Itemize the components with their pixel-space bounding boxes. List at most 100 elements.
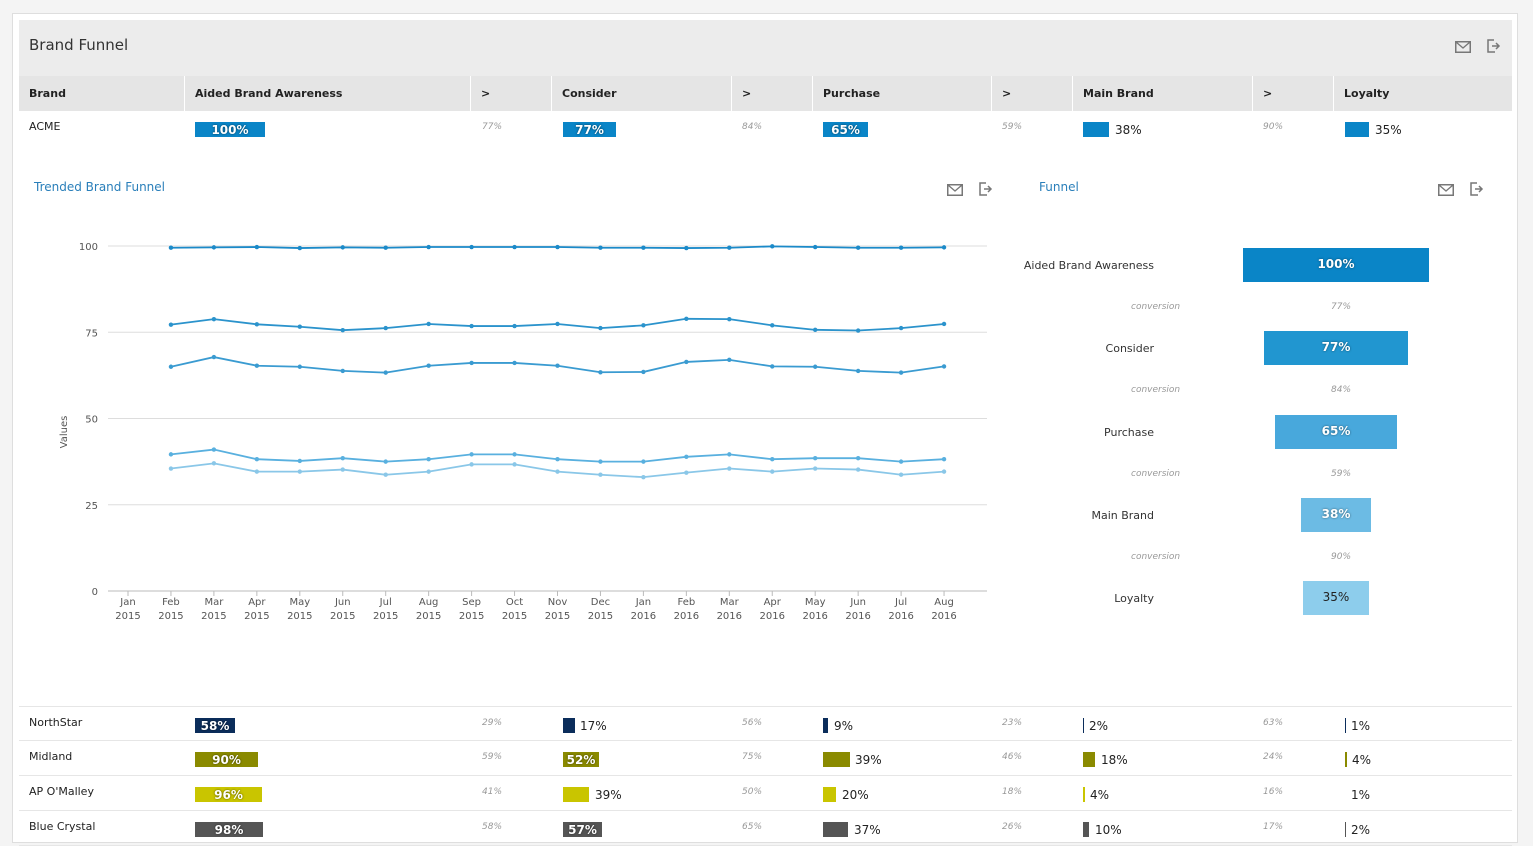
x-tick-label: Feb bbox=[162, 597, 180, 608]
y-tick-label: 100 bbox=[79, 242, 98, 253]
conversion-value: 29% bbox=[482, 718, 503, 728]
data-point bbox=[512, 462, 517, 467]
data-point bbox=[211, 245, 217, 250]
data-point bbox=[813, 455, 818, 461]
col-consider[interactable]: Consider bbox=[552, 76, 732, 111]
loyalty-bar: 4% bbox=[1345, 752, 1371, 767]
data-point bbox=[469, 452, 474, 457]
purchase-bar: 9% bbox=[823, 718, 853, 733]
funnel-stage-label: Aided Brand Awareness bbox=[1023, 259, 1154, 272]
conversion-value: 26% bbox=[1002, 822, 1023, 832]
col-brand[interactable]: Brand bbox=[19, 76, 185, 111]
x-tick-label: Feb bbox=[677, 597, 695, 608]
x-tick-label: 2015 bbox=[545, 611, 570, 622]
x-tick-label: 2015 bbox=[201, 611, 226, 622]
x-tick-label: 2015 bbox=[459, 611, 484, 622]
funnel-bar[interactable]: 38% bbox=[1301, 498, 1371, 532]
brand-name: AP O'Malley bbox=[29, 785, 94, 798]
col-loyalty[interactable]: Loyalty bbox=[1344, 87, 1390, 100]
data-point bbox=[168, 322, 174, 327]
table-row[interactable]: AP O'Malley 96% 41% 39% 50% 20% 18% 4% 1… bbox=[19, 776, 1512, 811]
data-point bbox=[770, 457, 775, 462]
data-point bbox=[469, 323, 474, 329]
x-tick-label: Jan bbox=[635, 597, 651, 608]
conversion-value: 46% bbox=[1002, 752, 1023, 762]
data-point bbox=[855, 455, 861, 461]
data-point bbox=[340, 455, 345, 461]
x-tick-label: May bbox=[289, 597, 310, 608]
data-point bbox=[855, 245, 861, 250]
data-point bbox=[254, 469, 260, 474]
table-row[interactable]: Blue Crystal 98% 58% 57% 65% 37% 26% 10%… bbox=[19, 811, 1512, 846]
x-tick-label: Jun bbox=[849, 597, 866, 608]
x-tick-label: Jun bbox=[334, 597, 351, 608]
export-icon[interactable] bbox=[977, 182, 993, 196]
x-tick-label: Mar bbox=[204, 597, 224, 608]
x-tick-label: 2015 bbox=[416, 611, 441, 622]
export-icon[interactable] bbox=[1485, 39, 1501, 53]
data-point bbox=[340, 245, 345, 250]
data-point bbox=[469, 462, 474, 467]
data-point bbox=[770, 244, 775, 249]
data-point bbox=[426, 457, 431, 462]
data-point bbox=[297, 324, 302, 329]
email-icon[interactable] bbox=[1455, 40, 1471, 54]
data-point bbox=[555, 469, 560, 474]
export-icon[interactable] bbox=[1468, 182, 1484, 196]
data-point bbox=[383, 245, 388, 250]
data-point bbox=[684, 470, 689, 475]
email-icon[interactable] bbox=[1438, 183, 1454, 197]
data-point bbox=[254, 244, 260, 250]
data-point bbox=[770, 469, 775, 474]
data-point bbox=[297, 469, 302, 474]
data-point bbox=[254, 457, 260, 462]
funnel-bar[interactable]: 100% bbox=[1243, 248, 1429, 282]
funnel-bar[interactable]: 77% bbox=[1264, 331, 1408, 365]
col-purchase[interactable]: Purchase bbox=[813, 76, 992, 111]
funnel-title: Funnel bbox=[1039, 180, 1079, 194]
table-row-acme[interactable]: ACME 100% 77% 77% 84% 65% 59% 38% 90% 35… bbox=[19, 111, 1512, 146]
col-conv-3: > bbox=[992, 76, 1073, 111]
consider-bar: 77% bbox=[563, 122, 616, 137]
x-tick-label: Apr bbox=[764, 597, 782, 608]
panel-header: Brand Funnel bbox=[19, 20, 1512, 76]
data-point bbox=[727, 357, 732, 363]
table-row[interactable]: NorthStar 58% 29% 17% 56% 9% 23% 2% 63% … bbox=[19, 706, 1512, 741]
data-point bbox=[469, 244, 474, 250]
conversion-value: 23% bbox=[1002, 718, 1023, 728]
data-point bbox=[727, 245, 732, 250]
data-point bbox=[426, 469, 431, 474]
conversion-value: 63% bbox=[1263, 718, 1284, 728]
data-point bbox=[211, 447, 217, 452]
funnel-bar[interactable]: 65% bbox=[1275, 415, 1397, 449]
data-point bbox=[598, 459, 603, 464]
col-aided-awareness[interactable]: Aided Brand Awareness bbox=[185, 76, 471, 111]
col-main-brand[interactable]: Main Brand bbox=[1073, 76, 1253, 111]
x-tick-label: Nov bbox=[548, 597, 568, 608]
x-tick-label: Jul bbox=[379, 597, 392, 608]
x-tick-label: 2015 bbox=[330, 611, 355, 622]
funnel-bar[interactable]: 35% bbox=[1303, 581, 1369, 615]
data-point bbox=[898, 245, 904, 250]
brand-name: ACME bbox=[29, 120, 61, 133]
data-point bbox=[254, 322, 260, 327]
data-point bbox=[813, 364, 818, 369]
x-tick-label: Mar bbox=[720, 597, 740, 608]
loyalty-bar: 1% bbox=[1345, 718, 1370, 733]
conversion-value: 50% bbox=[742, 787, 763, 797]
conversion-value: 18% bbox=[1002, 787, 1023, 797]
x-tick-label: Aug bbox=[934, 597, 954, 608]
x-tick-label: 2016 bbox=[631, 611, 656, 622]
col-conv-1: > bbox=[471, 76, 552, 111]
data-point bbox=[941, 321, 947, 327]
email-icon[interactable] bbox=[947, 183, 963, 197]
conversion-value: 75% bbox=[742, 752, 763, 762]
conversion-value: 59% bbox=[482, 752, 503, 762]
data-point bbox=[555, 457, 560, 462]
table-row[interactable]: Midland 90% 59% 52% 75% 39% 46% 18% 24% … bbox=[19, 741, 1512, 776]
data-point bbox=[813, 466, 818, 471]
conversion-value: 59% bbox=[1331, 469, 1352, 479]
conversion-value: 84% bbox=[1331, 385, 1352, 395]
data-point bbox=[555, 321, 560, 327]
data-point bbox=[512, 360, 517, 366]
